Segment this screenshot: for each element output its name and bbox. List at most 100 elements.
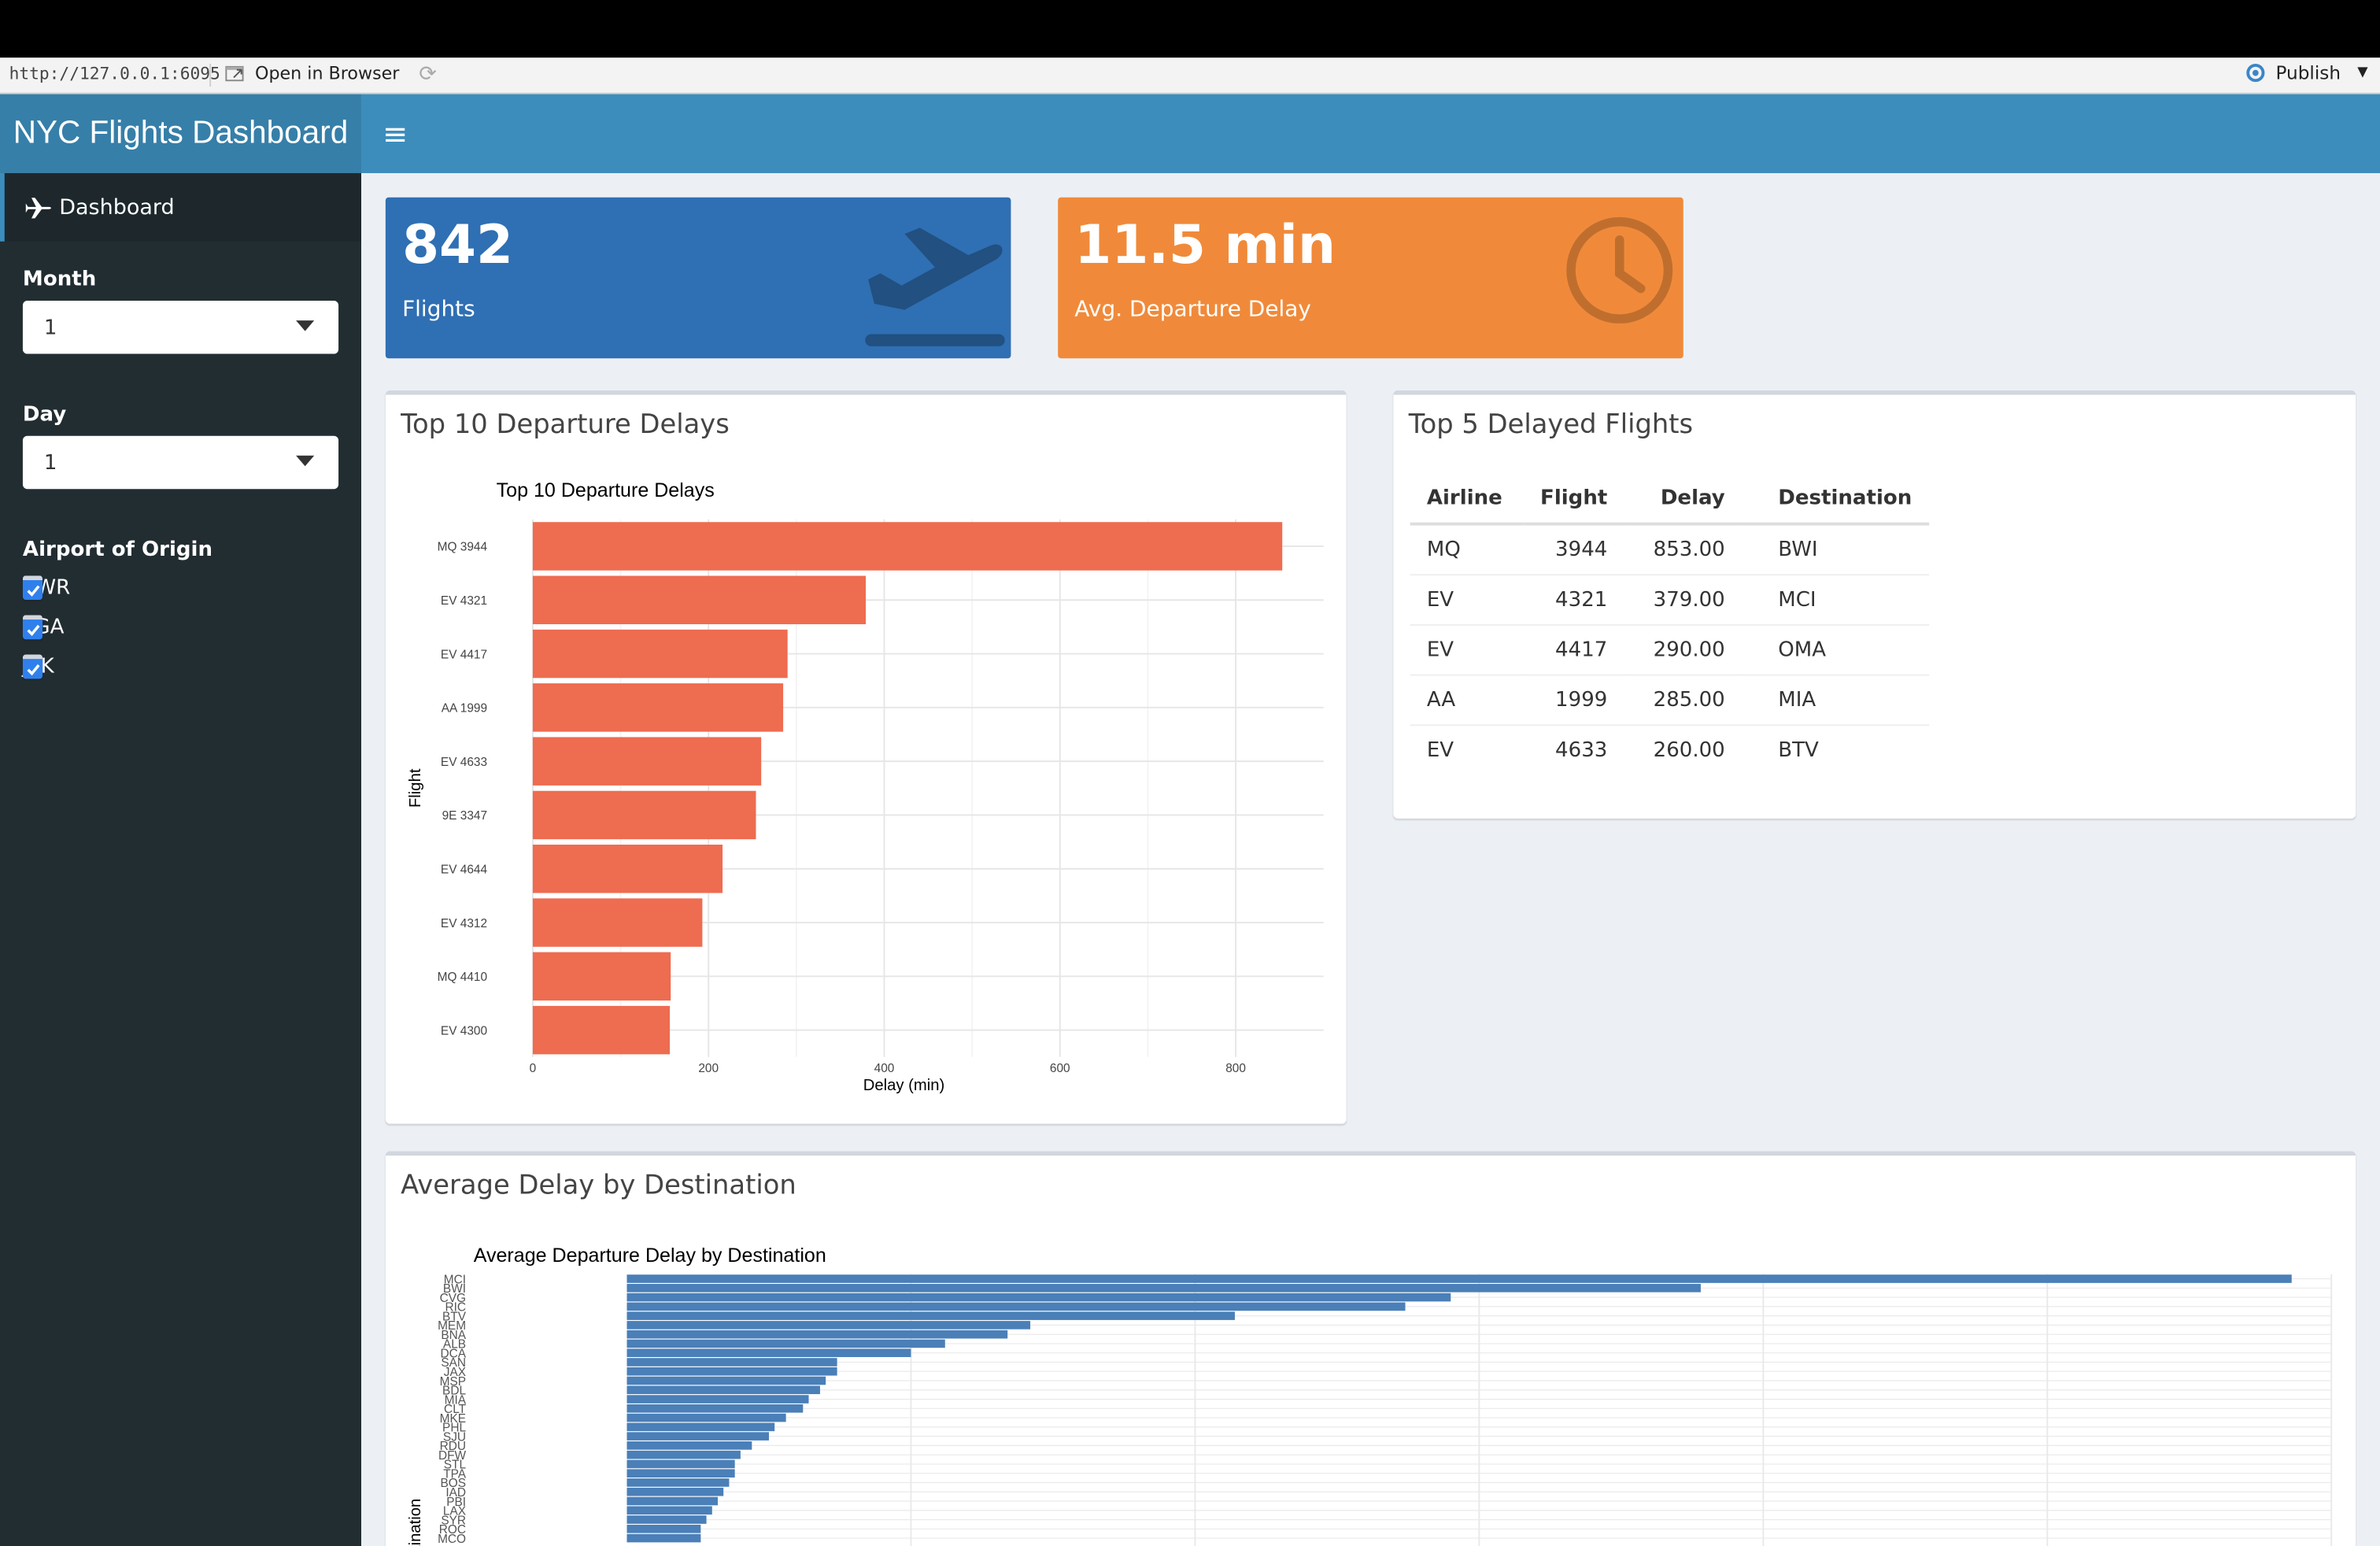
- app-title[interactable]: NYC Flights Dashboard: [0, 94, 361, 173]
- month-value: 1: [43, 315, 57, 340]
- avg-delay-value: 11.5 min: [1074, 215, 1336, 277]
- tick-label: MIA: [445, 1393, 467, 1407]
- bar: [532, 629, 788, 679]
- bar: [532, 737, 762, 786]
- dest-delay-chart: Average Departure Delay by Destination MC…: [407, 1245, 2333, 1546]
- origin-checkbox-ewr[interactable]: EWR: [22, 575, 70, 601]
- tick-label: EV 4312: [441, 917, 487, 930]
- sidebar-item-dashboard[interactable]: Dashboard: [0, 172, 361, 242]
- bar: [626, 1404, 804, 1413]
- day-label: Day: [22, 402, 67, 427]
- column-header[interactable]: Delay: [1624, 473, 1742, 526]
- table-cell: EV: [1410, 623, 1524, 675]
- tick-label: RIC: [445, 1301, 467, 1315]
- publish-label: Publish: [2275, 62, 2341, 84]
- bar: [626, 1533, 701, 1543]
- table-cell: 4633: [1523, 724, 1624, 775]
- tick-label: 200: [698, 1062, 719, 1075]
- bar: [626, 1311, 1235, 1320]
- origin-label: Airport of Origin: [22, 537, 213, 562]
- flights-caption: Flights: [402, 298, 475, 323]
- tick-label: DCA: [441, 1347, 467, 1360]
- publish-button[interactable]: Publish ▼: [2244, 62, 2368, 83]
- x-axis-label: Delay (min): [863, 1077, 944, 1094]
- open-in-browser-button[interactable]: Open in Browser: [224, 62, 399, 83]
- box-title: Top 5 Delayed Flights: [1408, 409, 1694, 441]
- origin-checkbox-lga[interactable]: LGA: [22, 615, 64, 640]
- tick-label: BDL: [442, 1385, 466, 1398]
- tick-label: AA 1999: [442, 702, 487, 716]
- tick-label: BTV: [442, 1310, 467, 1323]
- top5-delayed-box: Top 5 Delayed Flights Airline Flight Del…: [1393, 390, 2356, 819]
- bar: [626, 1478, 730, 1487]
- table-header-row: Airline Flight Delay Destination: [1410, 473, 1929, 526]
- tick-label: MSP: [440, 1375, 466, 1389]
- table-row: AA 1999 285.00 MIA: [1410, 674, 1929, 726]
- box-title: Top 10 Departure Delays: [401, 409, 730, 441]
- column-header[interactable]: Flight: [1523, 473, 1624, 526]
- open-window-icon: [225, 65, 244, 82]
- tick-label: SYR: [441, 1514, 466, 1527]
- chart-title: Top 10 Departure Delays: [497, 479, 715, 501]
- bar: [626, 1330, 1008, 1339]
- top10-delays-box: Top 10 Departure Delays Top 10 Departure…: [385, 390, 1347, 1124]
- bar: [626, 1348, 911, 1357]
- checkbox-checked-icon[interactable]: [22, 615, 42, 640]
- tick-label: MEM: [438, 1319, 466, 1333]
- tick-label: DFW: [438, 1449, 467, 1463]
- tick-label: 800: [1225, 1062, 1246, 1075]
- month-select[interactable]: 1: [22, 300, 339, 354]
- table-cell: 3944: [1523, 523, 1624, 575]
- table-cell: MQ: [1410, 523, 1524, 575]
- publish-icon: [2246, 64, 2265, 83]
- tick-label: 600: [1050, 1062, 1070, 1075]
- tick-label: CVG: [440, 1292, 466, 1305]
- bar: [532, 683, 784, 732]
- tick-label: EV 4417: [441, 648, 487, 661]
- tick-label: BNA: [441, 1329, 466, 1342]
- column-header[interactable]: Destination: [1741, 473, 1929, 526]
- flights-value-box: 842 Flights: [385, 197, 1011, 359]
- bar: [626, 1321, 1031, 1330]
- bar: [626, 1376, 826, 1385]
- checkbox-checked-icon[interactable]: [22, 654, 42, 679]
- bar: [626, 1293, 1451, 1302]
- table-cell: 4417: [1523, 623, 1624, 675]
- bar: [532, 845, 723, 893]
- bar: [626, 1274, 2292, 1283]
- column-header[interactable]: Airline: [1410, 473, 1524, 526]
- tick-label: ALB: [443, 1338, 466, 1352]
- tick-label: SAN: [441, 1356, 466, 1370]
- y-axis-label: Flight: [407, 768, 424, 808]
- url-text[interactable]: http://127.0.0.1:6095: [9, 64, 220, 84]
- avg-delay-caption: Avg. Departure Delay: [1074, 298, 1311, 323]
- chevron-down-icon[interactable]: ▼: [2357, 65, 2368, 81]
- y-axis-label: Destination: [407, 1499, 424, 1546]
- tick-label: MQ 4410: [438, 971, 487, 984]
- bar: [626, 1506, 712, 1515]
- checkbox-checked-icon[interactable]: [22, 575, 42, 601]
- table-row: EV 4417 290.00 OMA: [1410, 623, 1929, 675]
- chevron-down-icon: [296, 455, 315, 467]
- refresh-icon[interactable]: ⟳: [419, 62, 437, 87]
- table-cell: OMA: [1741, 623, 1929, 675]
- plane-icon: [25, 197, 51, 218]
- bar: [532, 522, 1283, 571]
- table-cell: MIA: [1741, 674, 1929, 726]
- bar: [626, 1469, 735, 1478]
- toolbar-divider: [209, 64, 212, 87]
- sidebar: Dashboard Month 1 Day 1 Airport of Origi…: [0, 172, 361, 1546]
- sidebar-toggle-icon[interactable]: ≡: [382, 115, 408, 152]
- bar: [532, 1005, 671, 1055]
- table-row: EV 4633 260.00 BTV: [1410, 724, 1929, 775]
- origin-checkbox-jfk[interactable]: JFK: [22, 654, 54, 679]
- bar: [626, 1515, 707, 1524]
- table-cell: 260.00: [1624, 724, 1742, 775]
- window-top-bar: [0, 0, 2380, 58]
- bar: [626, 1496, 719, 1506]
- tick-label: CLT: [444, 1403, 467, 1416]
- day-select[interactable]: 1: [22, 435, 339, 490]
- tick-label: PBI: [446, 1496, 466, 1509]
- tick-label: EV 4644: [441, 864, 488, 877]
- tick-label: MKE: [440, 1412, 466, 1426]
